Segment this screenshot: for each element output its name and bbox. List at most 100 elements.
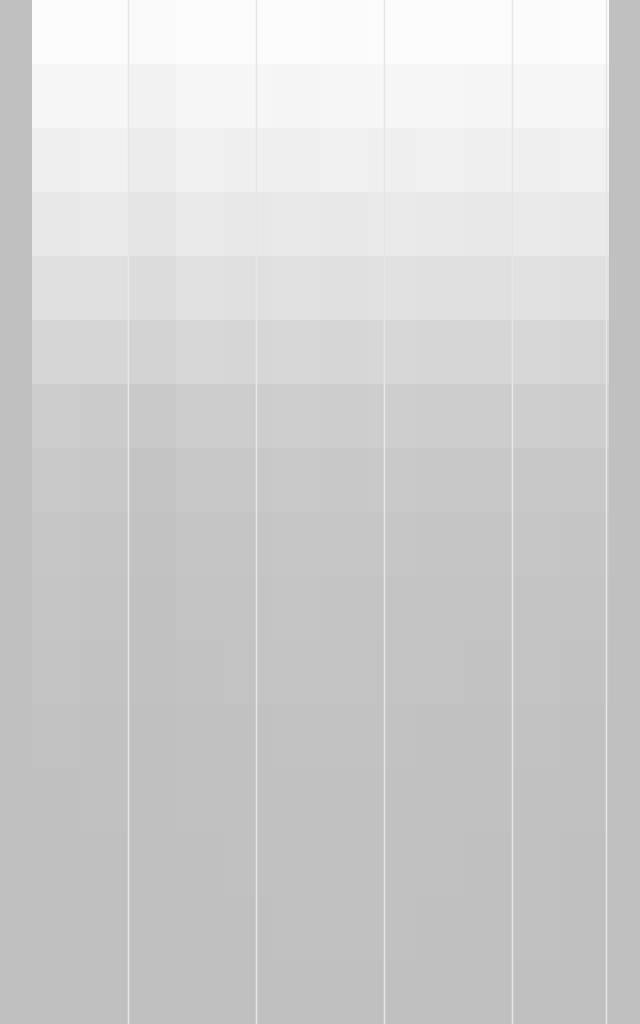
cell (512, 960, 561, 1024)
cell (176, 704, 225, 769)
cell (32, 384, 81, 449)
cell (272, 128, 321, 193)
cell (320, 832, 369, 897)
cell (272, 512, 321, 577)
cell (320, 640, 369, 705)
cell (80, 384, 129, 449)
cell (560, 960, 609, 1024)
cell (320, 512, 369, 577)
cell (224, 448, 273, 513)
cell (32, 512, 81, 577)
cell (272, 640, 321, 705)
cell (416, 192, 465, 257)
cell (464, 0, 513, 65)
cell (560, 768, 609, 833)
cell (224, 512, 273, 577)
cell (80, 768, 129, 833)
cell (128, 192, 177, 257)
cell (464, 768, 513, 833)
cell (32, 192, 81, 257)
cell (416, 128, 465, 193)
cell (416, 0, 465, 65)
cell (176, 832, 225, 897)
cell (368, 896, 417, 961)
cell (224, 192, 273, 257)
cell (224, 64, 273, 129)
cell (320, 576, 369, 641)
cell (416, 896, 465, 961)
cell (368, 960, 417, 1024)
cell (176, 576, 225, 641)
cell (464, 704, 513, 769)
cell (464, 448, 513, 513)
cell (320, 448, 369, 513)
cell (272, 576, 321, 641)
cell (464, 128, 513, 193)
cell (320, 64, 369, 129)
cell (464, 576, 513, 641)
cell (272, 0, 321, 65)
cell (32, 576, 81, 641)
spectrogram (0, 0, 640, 1024)
cell (176, 192, 225, 257)
cell (176, 384, 225, 449)
cell (368, 768, 417, 833)
cell (368, 576, 417, 641)
cell (464, 192, 513, 257)
cell (560, 512, 609, 577)
cell (416, 64, 465, 129)
cell (560, 0, 609, 65)
cell (320, 384, 369, 449)
cell (560, 320, 609, 385)
cell (176, 0, 225, 65)
cell (416, 384, 465, 449)
cell (176, 640, 225, 705)
segment-line (606, 0, 608, 1024)
cell (560, 64, 609, 129)
cell (560, 704, 609, 769)
cell (80, 704, 129, 769)
cell (512, 192, 561, 257)
cell (32, 64, 81, 129)
cell (32, 832, 81, 897)
cell (128, 576, 177, 641)
cell (416, 640, 465, 705)
cell (512, 512, 561, 577)
cell (224, 320, 273, 385)
cell (272, 64, 321, 129)
cell (320, 192, 369, 257)
cell (416, 320, 465, 385)
cell (464, 320, 513, 385)
cell (176, 896, 225, 961)
cell (464, 832, 513, 897)
cell (176, 256, 225, 321)
cell (128, 384, 177, 449)
cell (368, 832, 417, 897)
cell (512, 896, 561, 961)
cell (80, 832, 129, 897)
cell (80, 896, 129, 961)
cell (368, 448, 417, 513)
cell (512, 64, 561, 129)
cell (560, 576, 609, 641)
cell (512, 576, 561, 641)
cell (224, 384, 273, 449)
cell (128, 64, 177, 129)
cell (80, 128, 129, 193)
cell (176, 64, 225, 129)
cell (320, 896, 369, 961)
cell (32, 320, 81, 385)
cell (80, 576, 129, 641)
cell (32, 768, 81, 833)
cell (224, 256, 273, 321)
cell (560, 896, 609, 961)
cell (416, 704, 465, 769)
cell (224, 128, 273, 193)
cell (560, 448, 609, 513)
cell (272, 384, 321, 449)
cell (272, 896, 321, 961)
cell (464, 960, 513, 1024)
cell (32, 256, 81, 321)
cell (176, 320, 225, 385)
segment-line (256, 0, 258, 1024)
